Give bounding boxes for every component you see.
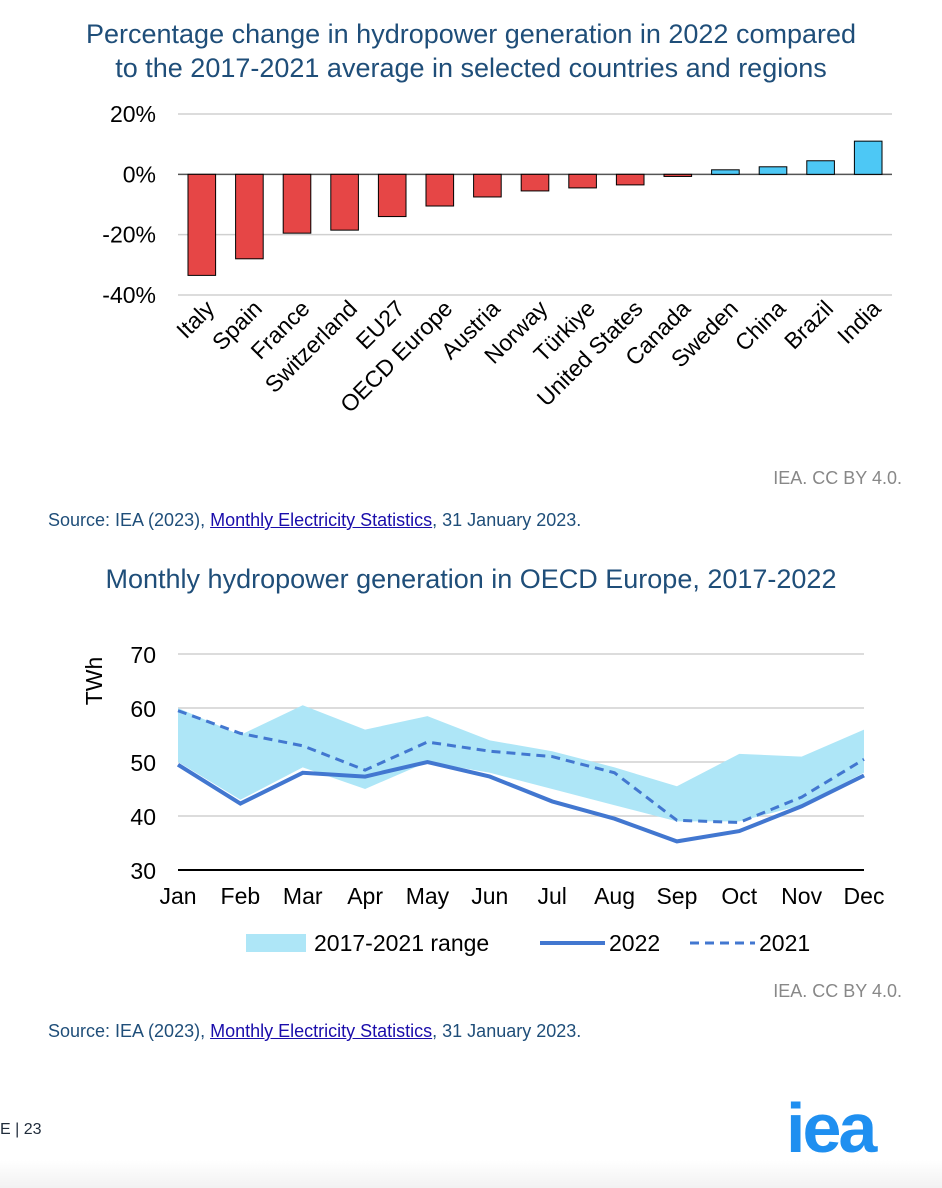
x-tick-label: Aug [594,883,635,909]
x-tick-label: Dec [844,883,885,909]
y-tick-label: 70 [130,642,156,668]
bar [663,173,693,177]
bar [377,173,407,218]
x-tick-label: Nov [781,883,822,909]
bar [330,173,359,231]
x-tick-label: Jul [537,883,566,909]
y-tick-label: 0% [123,161,156,187]
y-tick-label: 50 [130,750,156,776]
bar [806,160,835,175]
y-tick-label: 60 [130,696,156,722]
x-tick-label: Oct [721,883,757,909]
x-tick-label: Mar [283,883,323,909]
y-tick-label: -40% [102,282,156,308]
bar [235,173,264,260]
chart1-title: Percentage change in hydropower generati… [0,17,942,85]
chart1-source-prefix: Source: IEA (2023), [48,510,211,530]
x-tick-label: Jun [471,883,508,909]
chart1-source: Source: IEA (2023), Monthly Electricity … [48,510,581,531]
chart1-credit: IEA. CC BY 4.0. [773,468,902,488]
legend-label-2021: 2021 [759,930,810,956]
bar [758,166,788,175]
legend-label-2022: 2022 [609,930,660,956]
y-tick-label: 20% [110,101,156,127]
chart1-title-line1: Percentage change in hydropower generati… [85,19,857,49]
bar [615,173,645,186]
y-tick-label: 40 [130,804,156,830]
bottom-band [0,1160,942,1188]
legend-swatch-range [246,934,306,952]
chart1-source-link[interactable]: Monthly Electricity Statistics [210,510,433,530]
chart2-credit: IEA. CC BY 4.0. [773,981,902,1001]
bar [187,173,217,276]
y-tick-label: -20% [102,222,156,248]
legend-label-range: 2017-2021 range [314,930,489,956]
line-chart: 70 60 50 40 30 TWh Jan Feb Mar Apr May Jun Jul Aug Sep… [81,642,885,956]
chart1-title-line2: to the 2017-2021 average in selected cou… [115,53,827,83]
range-band [178,705,864,822]
bar [425,173,455,207]
bar [282,173,312,234]
bar [711,169,740,175]
chart2-source-suffix: , 31 January 2023. [432,1021,582,1041]
bar-chart: 20%0%-20%-40%ItalySpainFranceSwitzerland… [102,101,892,417]
chart2-title: Monthly hydropower generation in OECD Eu… [105,564,837,594]
series-line-2022 [176,759,865,844]
bar [520,173,550,192]
bar [568,173,597,189]
page-number: E | 23 [0,1121,42,1138]
bar [853,140,883,175]
x-tick-label: May [406,883,450,909]
x-tick-label: Apr [347,883,383,909]
series-line-2021 [177,709,865,824]
x-tick-label: Feb [221,883,261,909]
y-tick-label: 30 [130,858,156,884]
bar [473,173,502,198]
y-axis-label: TWh [81,657,107,706]
iea-logo: iea [786,1089,877,1167]
x-tick-label: Sep [656,883,697,909]
chart1-source-suffix: , 31 January 2023. [432,510,582,530]
chart2-source-prefix: Source: IEA (2023), [48,1021,211,1041]
x-tick-label: Jan [159,883,196,909]
chart2-source-link[interactable]: Monthly Electricity Statistics [210,1021,433,1041]
chart2-source: Source: IEA (2023), Monthly Electricity … [48,1021,581,1042]
